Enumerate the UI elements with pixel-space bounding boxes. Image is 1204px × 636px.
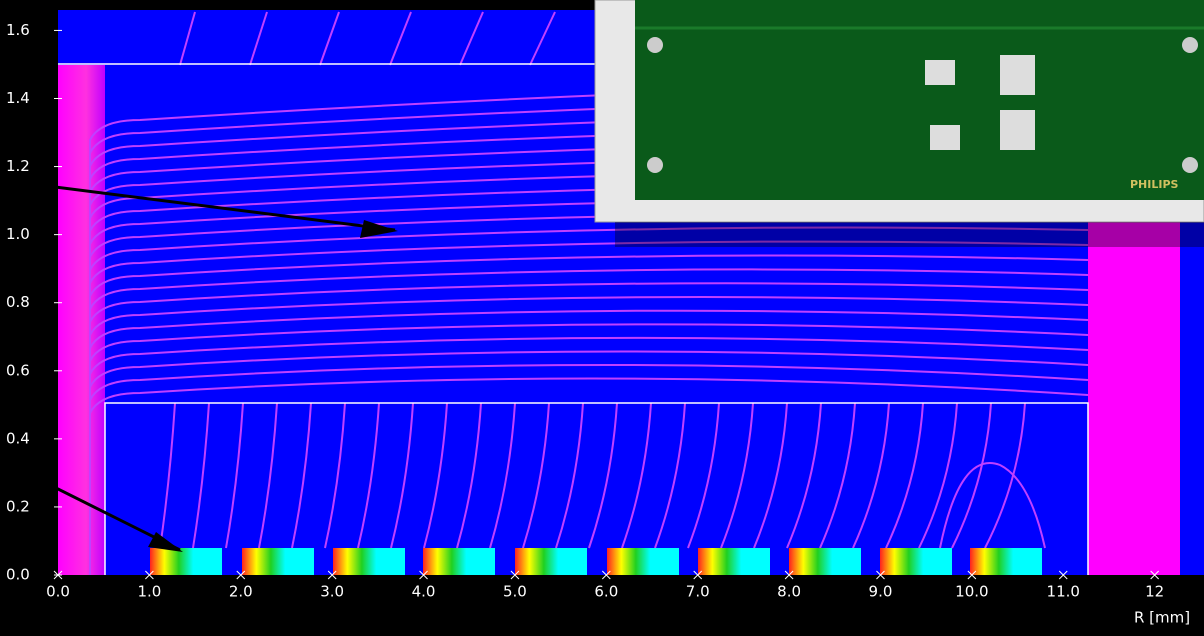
x-tick-label: 11.0 — [1047, 583, 1080, 601]
hole — [647, 157, 663, 173]
right-pillar — [1088, 220, 1180, 575]
hole — [1182, 37, 1198, 53]
x-tick-label: 1.0 — [137, 583, 161, 601]
inset-photo: PHILIPS — [595, 0, 1204, 247]
inset-text: PHILIPS — [1130, 178, 1179, 191]
electrode — [515, 548, 587, 575]
x-tick-label: 12 — [1145, 583, 1164, 601]
y-tick-label: 1.6 — [6, 21, 30, 39]
shadow — [615, 222, 1204, 247]
y-tick-label: 1.4 — [6, 89, 30, 107]
y-tick-label: 0.2 — [6, 497, 30, 515]
electrode — [333, 548, 405, 575]
y-tick-label: 0.4 — [6, 429, 30, 447]
x-tick-label: 2.0 — [229, 583, 253, 601]
y-tick-label: 0.6 — [6, 361, 30, 379]
y-tick-label: 1.2 — [6, 157, 30, 175]
electrode — [607, 548, 679, 575]
x-tick-label: 3.0 — [320, 583, 344, 601]
pad — [925, 60, 955, 85]
x-tick-label: 6.0 — [594, 583, 618, 601]
pad — [1000, 110, 1035, 150]
pcb — [635, 0, 1204, 200]
electrode — [242, 548, 314, 575]
electrode — [880, 548, 952, 575]
pad — [1000, 55, 1035, 95]
x-tick-label: 8.0 — [777, 583, 801, 601]
x-tick-label: 10.0 — [955, 583, 988, 601]
x-tick-label: 7.0 — [686, 583, 710, 601]
x-tick-label: 5.0 — [503, 583, 527, 601]
y-tick-label: 0.0 — [6, 566, 30, 584]
pad — [930, 125, 960, 150]
x-tick-label: 9.0 — [869, 583, 893, 601]
x-tick-label: 0.0 — [46, 583, 70, 601]
electrode — [423, 548, 495, 575]
chart: PHILIPS R [mm] 0.0 0.2 0.4 0.6 0.8 1.0 1.2 1.4 1… — [0, 0, 1204, 636]
electrode — [698, 548, 770, 575]
y-tick-label: 0.8 — [6, 293, 30, 311]
electrode — [150, 548, 222, 575]
x-tick-label: 4.0 — [412, 583, 436, 601]
hole — [1182, 157, 1198, 173]
electrode — [789, 548, 861, 575]
electrode — [970, 548, 1042, 575]
y-tick-label: 1.0 — [6, 225, 30, 243]
left-strip — [58, 65, 105, 575]
hole — [647, 37, 663, 53]
x-axis-label: R [mm] — [1134, 609, 1190, 627]
